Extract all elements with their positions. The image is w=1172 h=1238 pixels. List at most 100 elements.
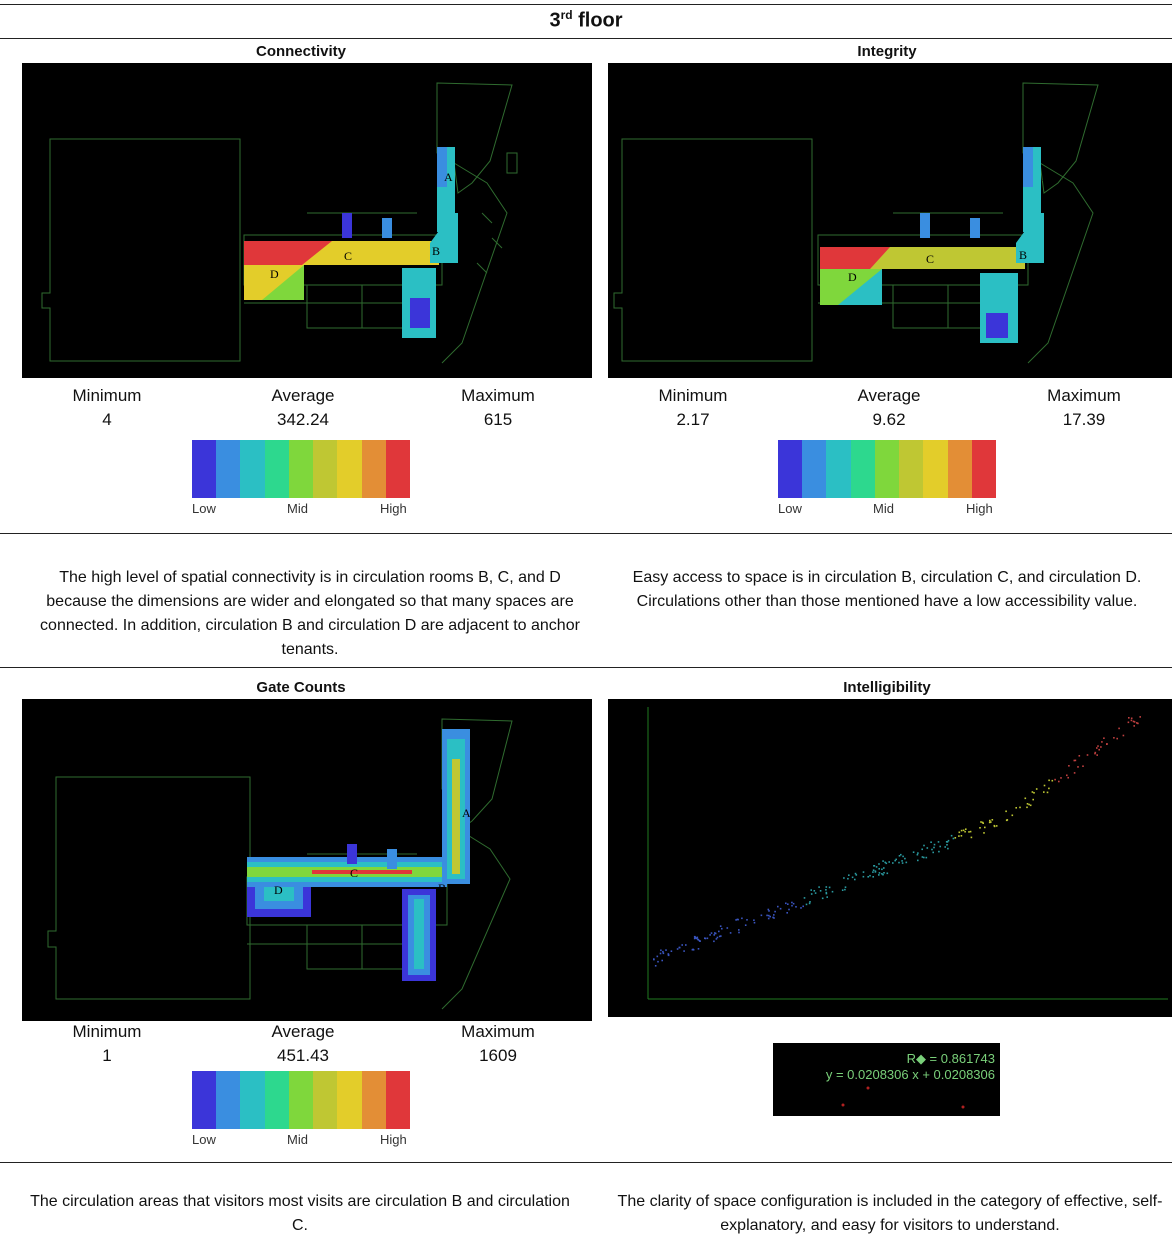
scatter-point <box>1051 779 1054 782</box>
legend-high: High <box>966 501 993 516</box>
legend-swatch <box>288 1071 314 1129</box>
scatter-point <box>867 876 869 878</box>
scatter-point <box>800 907 802 909</box>
legend-swatch <box>192 440 217 498</box>
scatter-point <box>873 865 876 867</box>
scatter-point <box>735 919 737 921</box>
scatter-point <box>1005 810 1007 813</box>
scatter-point <box>965 828 967 830</box>
scatter-point <box>917 852 919 854</box>
integrity-legend: Low Mid High <box>778 440 996 518</box>
scatter-point <box>741 917 743 920</box>
scatter-point <box>968 831 970 833</box>
scatter-point <box>882 873 884 876</box>
legend-low: Low <box>192 501 216 516</box>
scatter-point <box>993 825 996 828</box>
scatter-point <box>923 844 925 847</box>
regression-equation-text: y = 0.0208306 x + 0.0208306 <box>826 1067 995 1082</box>
scatter-point <box>1015 807 1017 809</box>
scatter-point <box>753 921 756 924</box>
scatter-point <box>916 853 919 856</box>
scatter-point <box>709 934 711 936</box>
label-b: B <box>432 244 440 258</box>
legend-swatch <box>361 440 386 498</box>
label-d: D <box>270 267 279 281</box>
scatter-point <box>952 837 955 840</box>
scatter-point <box>937 841 940 843</box>
scatter-point <box>888 861 890 863</box>
scatter-point <box>773 917 775 919</box>
legend-swatch <box>971 440 996 498</box>
scatter-point <box>947 839 950 842</box>
scatter-point <box>925 856 928 859</box>
scatter-point <box>869 874 871 877</box>
r-squared-text: R◆ = 0.861743 <box>907 1051 995 1066</box>
scatter-point <box>715 938 718 940</box>
scatter-point <box>661 959 663 962</box>
legend-color-bar <box>778 440 996 498</box>
scatter-point <box>704 937 707 940</box>
scatter-point <box>854 872 857 875</box>
scatter-point <box>931 848 933 851</box>
integrity-max-label: Maximum <box>1047 386 1121 405</box>
scatter-point <box>825 892 828 895</box>
title-rule <box>0 38 1172 39</box>
connectivity-max-value: 615 <box>483 410 513 429</box>
scatter-point <box>716 936 719 939</box>
legend-mid: Mid <box>287 1132 308 1147</box>
scatter-point <box>1068 765 1070 767</box>
label-b: B <box>1019 248 1027 262</box>
integrity-heading: Integrity <box>857 43 917 60</box>
label-a: A <box>444 170 453 184</box>
scatter-point <box>665 949 667 951</box>
scatter-point <box>1031 791 1034 793</box>
scatter-point <box>777 905 779 908</box>
scatter-point <box>1130 719 1133 722</box>
scatter-point <box>786 912 788 914</box>
scatter-point <box>719 925 722 927</box>
scatter-point <box>710 932 713 934</box>
scatter-point <box>1048 779 1050 782</box>
legend-swatch <box>947 440 972 498</box>
scatter-point <box>1132 720 1135 723</box>
legend-swatch <box>778 440 803 498</box>
scatter-point <box>1078 755 1081 757</box>
label-b: B <box>438 881 446 895</box>
scatter-point <box>692 949 695 951</box>
scatter-point <box>898 855 901 857</box>
legend-swatch <box>385 440 410 498</box>
integrity-min-label: Minimum <box>658 386 728 405</box>
legend-mid: Mid <box>287 501 308 516</box>
gate-counts-max-label: Maximum <box>461 1022 535 1041</box>
legend-swatch <box>850 440 875 498</box>
scatter-point <box>882 860 884 862</box>
scatter-point <box>697 948 700 950</box>
scatter-point <box>676 948 679 950</box>
scatter-point <box>1073 772 1076 774</box>
scatter-point <box>921 848 923 851</box>
scatter-point <box>872 876 874 878</box>
scatter-point <box>791 904 793 907</box>
gate-counts-max-value: 1609 <box>479 1046 517 1065</box>
scatter-point <box>714 932 717 935</box>
legend-low: Low <box>778 501 802 516</box>
label-d: D <box>274 883 283 897</box>
connectivity-min-value: 4 <box>102 410 112 429</box>
scatter-point <box>720 935 722 937</box>
scatter-point <box>1100 746 1102 748</box>
scatter-point <box>1116 737 1118 740</box>
legend-swatch <box>899 440 924 498</box>
label-c: C <box>926 252 934 266</box>
scatter-point <box>1028 803 1030 806</box>
scatter-point <box>810 889 812 891</box>
scatter-point <box>721 927 723 930</box>
scatter-point <box>662 952 665 955</box>
scatter-point <box>933 843 936 846</box>
scatter-point <box>767 908 770 911</box>
intelligibility-description: The clarity of space configuration is in… <box>617 1193 1163 1234</box>
scatter-point <box>917 859 919 862</box>
scatter-point <box>921 856 924 858</box>
scatter-point <box>1082 765 1084 767</box>
legend-swatch <box>216 1071 241 1129</box>
scatter-point <box>828 886 831 889</box>
